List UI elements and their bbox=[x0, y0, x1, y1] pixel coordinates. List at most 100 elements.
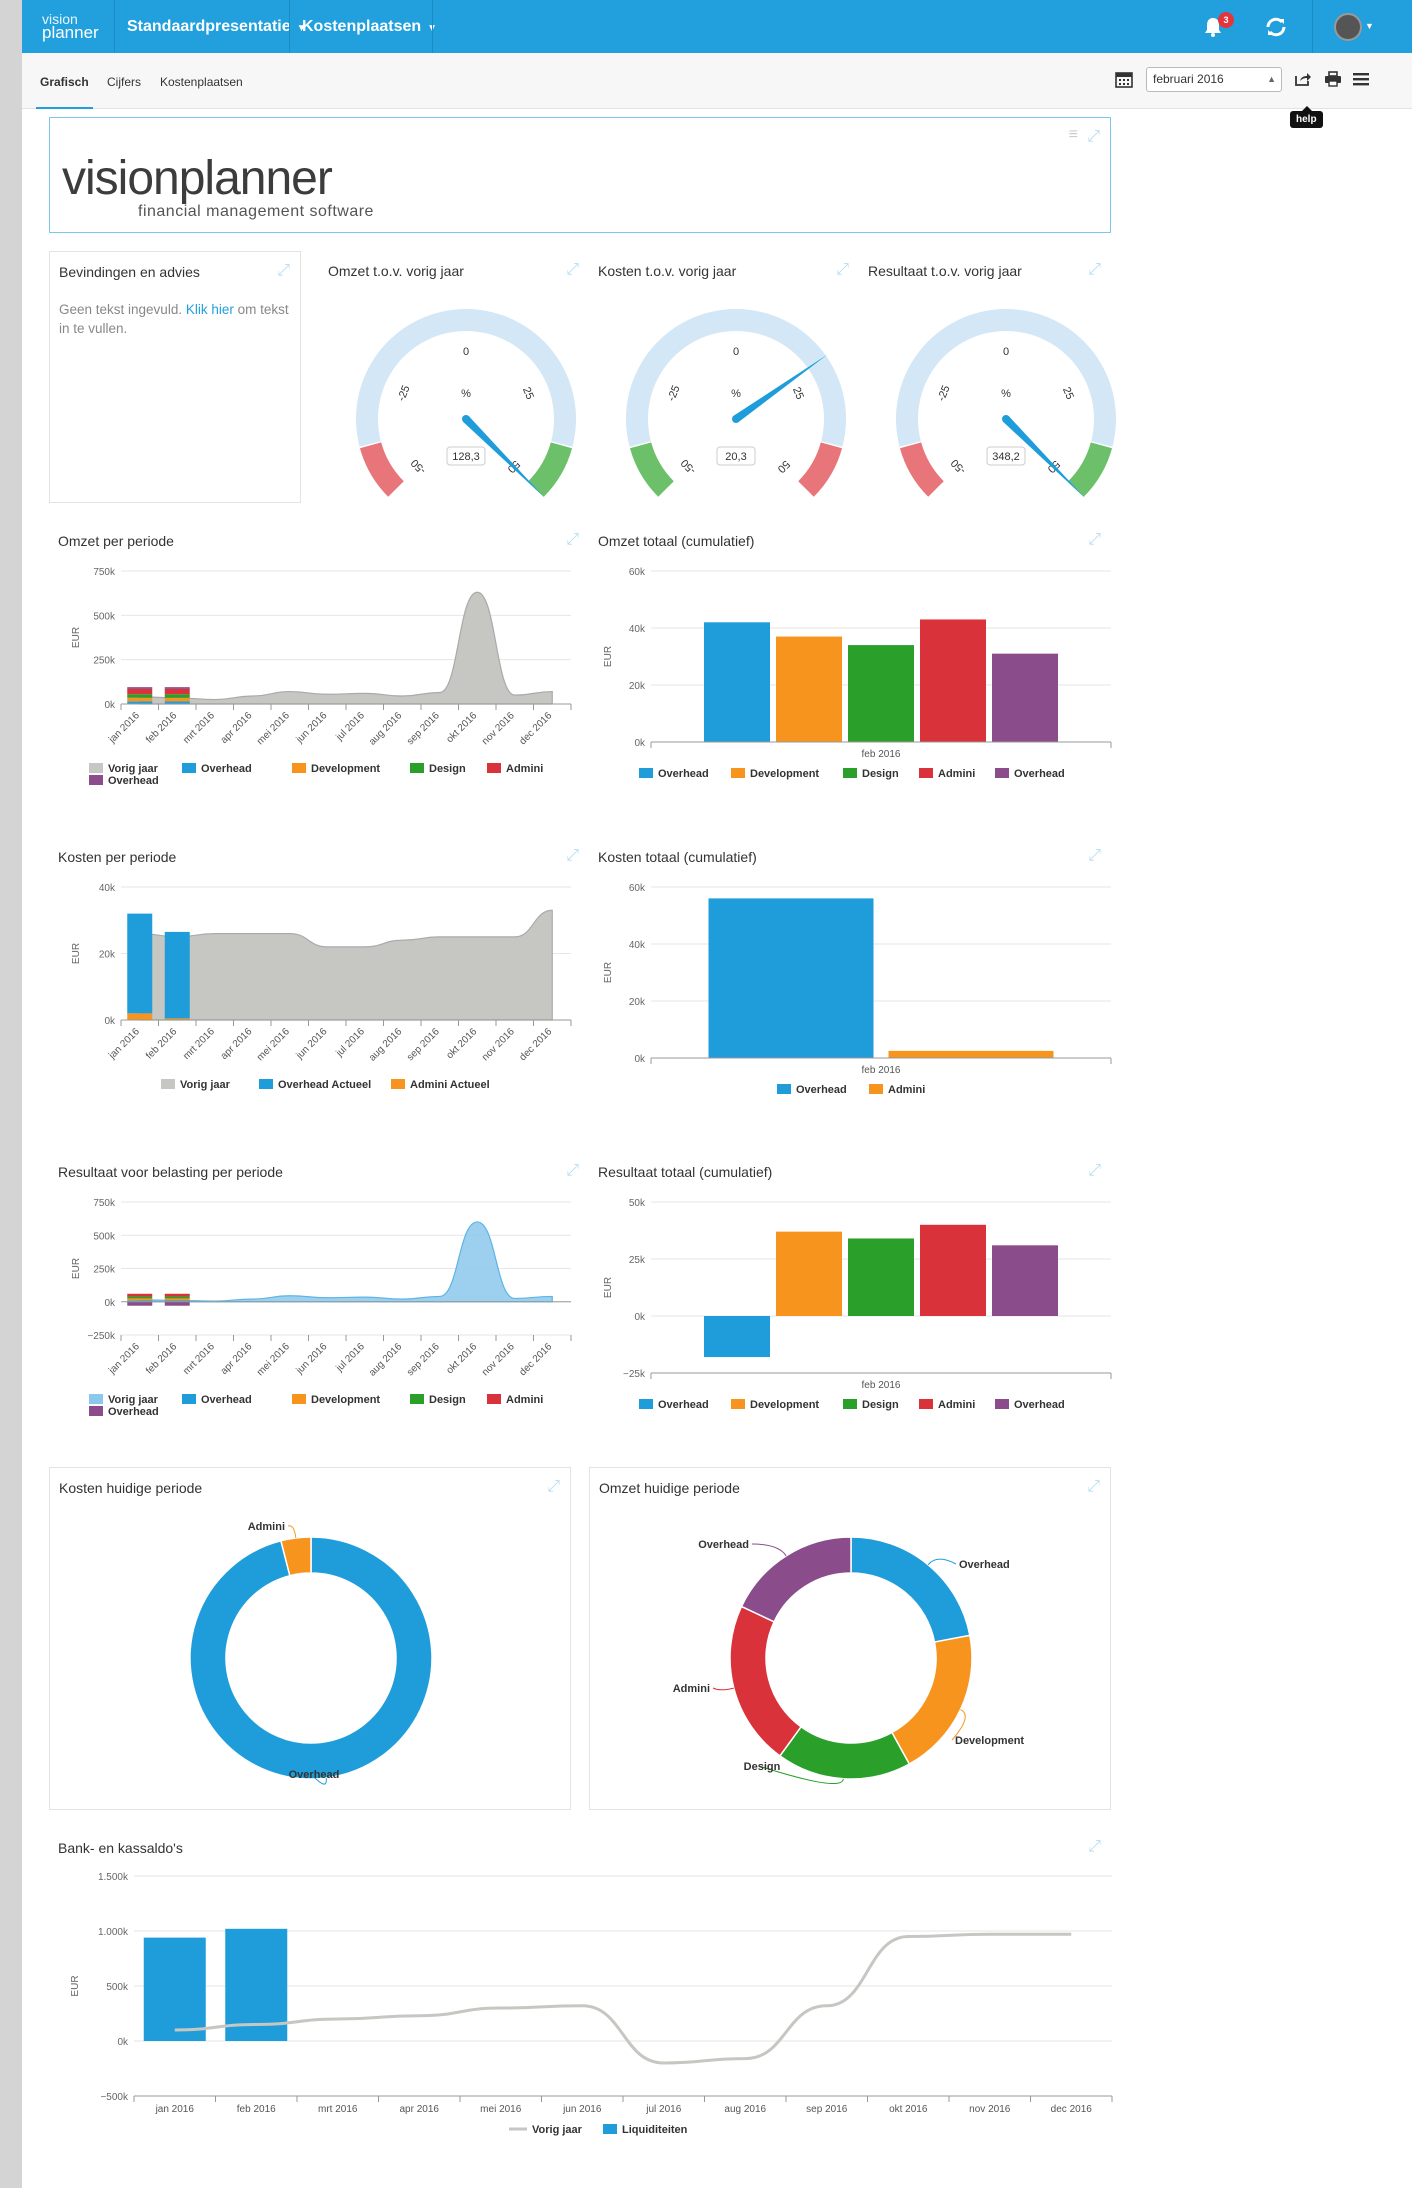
expand-icon[interactable]: ⤢ bbox=[1087, 128, 1100, 145]
chart-panel-resultaat-per-periode: Resultaat voor belasting per periode ⤢ 7… bbox=[49, 1152, 589, 1452]
drag-menu-icon[interactable]: ≡ bbox=[1068, 126, 1078, 143]
x-tick-label: jan 2016 bbox=[106, 1026, 142, 1062]
chart-title: Resultaat voor belasting per periode bbox=[58, 1164, 283, 1180]
period-select[interactable]: februari 2016 ▲ bbox=[1146, 67, 1282, 92]
gauge-tick bbox=[654, 384, 665, 391]
expand-icon[interactable]: ⤢ bbox=[547, 1478, 560, 1495]
expand-icon[interactable]: ⤢ bbox=[1088, 847, 1101, 864]
findings-edit-link[interactable]: Klik hier bbox=[185, 302, 234, 317]
expand-icon[interactable]: ⤢ bbox=[277, 262, 290, 279]
y-tick-label: −500k bbox=[100, 2092, 129, 2103]
tab-kostenplaatsen[interactable]: Kostenplaatsen bbox=[160, 75, 243, 89]
presentation-dropdown[interactable]: Standaardpresentatie ▼ bbox=[114, 0, 319, 53]
y-tick-label: 1.000k bbox=[98, 1927, 129, 1938]
legend-label: Overhead bbox=[658, 768, 709, 780]
donut-slice bbox=[850, 1536, 971, 1643]
gauge-needle bbox=[463, 416, 546, 499]
expand-icon[interactable]: ⤢ bbox=[1088, 261, 1101, 278]
expand-icon[interactable]: ⤢ bbox=[1088, 531, 1101, 548]
gauge-tick bbox=[807, 384, 818, 391]
x-tick-label: nov 2016 bbox=[480, 710, 517, 747]
x-tick-label: apr 2016 bbox=[219, 710, 255, 746]
expand-icon[interactable]: ⤢ bbox=[1087, 1478, 1100, 1495]
gauge-tick bbox=[790, 473, 799, 482]
gauge-pivot bbox=[1002, 415, 1010, 423]
gauge-separator bbox=[359, 440, 384, 449]
legend-swatch bbox=[89, 775, 103, 785]
stack-bar-segment bbox=[164, 701, 190, 704]
gauge-value: 348,2 bbox=[992, 451, 1020, 463]
x-tick-label: jul 2016 bbox=[334, 1026, 368, 1060]
menu-icon[interactable] bbox=[1353, 72, 1369, 86]
stack-bar-segment bbox=[164, 1298, 190, 1301]
expand-icon[interactable]: ⤢ bbox=[566, 847, 579, 864]
y-tick-label: −25k bbox=[623, 1369, 646, 1380]
omzet-per-periode-chart: 750k 500k 250k 0k EUR jan 2016 feb 2016 mrt 201… bbox=[71, 567, 572, 787]
share-icon[interactable] bbox=[1294, 71, 1312, 87]
chart-title: Bank- en kassaldo's bbox=[58, 1840, 183, 1856]
costcenter-dropdown-label: Kostenplaatsen bbox=[302, 18, 422, 35]
chart-panel-omzet-totaal: Omzet totaal (cumulatief) ⤢ 60k 40k 20k 0k E… bbox=[589, 521, 1129, 821]
x-tick-label: sep 2016 bbox=[405, 710, 442, 747]
gauge-separator bbox=[899, 440, 924, 449]
stack-bar-segment bbox=[127, 1301, 153, 1306]
app-logo[interactable]: vision planner bbox=[42, 12, 99, 41]
expand-icon[interactable]: ⤢ bbox=[1088, 1162, 1101, 1179]
kosten-per-periode-chart: 40k 20k 0k EUR jan 2016 feb 2016 mrt 2016 apr 2… bbox=[71, 883, 572, 1091]
avatar[interactable] bbox=[1334, 13, 1362, 41]
x-tick-label: jul 2016 bbox=[645, 2104, 681, 2115]
calendar-icon[interactable] bbox=[1115, 70, 1133, 88]
gauge-tick-label: -25 bbox=[396, 384, 413, 403]
y-tick-label: 40k bbox=[629, 940, 646, 951]
gauge-tick bbox=[673, 473, 682, 482]
x-tick-label: nov 2016 bbox=[969, 2104, 1011, 2115]
x-tick-label: feb 2016 bbox=[862, 1065, 901, 1076]
y-tick-label: 25k bbox=[629, 1255, 646, 1266]
stack-bar-segment bbox=[127, 697, 153, 702]
costcenter-dropdown[interactable]: Kostenplaatsen ▼ bbox=[289, 0, 449, 53]
gauge-value-box bbox=[716, 446, 756, 466]
kosten-huidige-periode-chart: Overhead Admini bbox=[189, 1521, 433, 1785]
resultaat-totaal-chart: 50k 25k 0k −25k EUR feb 2016 Overhead Developme… bbox=[603, 1198, 1112, 1411]
expand-icon[interactable]: ⤢ bbox=[836, 261, 849, 278]
y-tick-label: 250k bbox=[93, 1265, 116, 1276]
x-tick-label: dec 2016 bbox=[517, 1341, 554, 1378]
gauge-value: 128,3 bbox=[452, 451, 480, 463]
chart-title: Omzet totaal (cumulatief) bbox=[598, 533, 755, 549]
resultaat-per-periode-chart: 750k 500k 250k 0k −250k EUR jan 2016 feb 2016 mr… bbox=[71, 1198, 572, 1418]
x-tick-label: mrt 2016 bbox=[181, 710, 217, 746]
gauge-tick-label: -50 bbox=[679, 457, 699, 477]
legend-swatch bbox=[995, 1399, 1009, 1409]
legend-label: Development bbox=[311, 1394, 380, 1406]
expand-icon[interactable]: ⤢ bbox=[566, 261, 579, 278]
tab-cijfers[interactable]: Cijfers bbox=[107, 75, 142, 89]
legend-label: Development bbox=[750, 1399, 819, 1411]
y-axis-label: EUR bbox=[603, 646, 614, 667]
tab-grafisch[interactable]: Grafisch bbox=[36, 75, 93, 109]
area-series-vorig-jaar bbox=[139, 591, 553, 705]
area-series-vorig-jaar bbox=[139, 909, 553, 1021]
expand-icon[interactable]: ⤢ bbox=[566, 531, 579, 548]
gauge-pivot bbox=[462, 415, 470, 423]
expand-icon[interactable]: ⤢ bbox=[566, 1162, 579, 1179]
y-axis-label: EUR bbox=[71, 1258, 82, 1279]
donut-connector bbox=[712, 1687, 734, 1691]
expand-icon[interactable]: ⤢ bbox=[1088, 1838, 1101, 1855]
presentation-dropdown-label: Standaardpresentatie bbox=[127, 18, 291, 35]
chevron-down-icon[interactable]: ▼ bbox=[1365, 21, 1374, 31]
y-tick-label: 250k bbox=[93, 656, 116, 667]
gauge-band-mid bbox=[626, 309, 846, 448]
refresh-icon[interactable] bbox=[1264, 15, 1288, 39]
select-arrows-icon: ▲ bbox=[1267, 74, 1276, 84]
print-icon[interactable] bbox=[1324, 71, 1342, 87]
gauge-unit: % bbox=[731, 388, 741, 400]
x-tick-label: aug 2016 bbox=[367, 1341, 405, 1379]
stack-bar-segment bbox=[127, 701, 153, 704]
y-tick-label: 1.500k bbox=[98, 1872, 129, 1883]
stack-bar-segment bbox=[127, 1013, 153, 1020]
legend-swatch bbox=[410, 763, 424, 773]
bell-icon[interactable] bbox=[1202, 16, 1224, 38]
stack-bar-segment bbox=[164, 697, 190, 702]
stack-bar-segment bbox=[127, 687, 153, 689]
